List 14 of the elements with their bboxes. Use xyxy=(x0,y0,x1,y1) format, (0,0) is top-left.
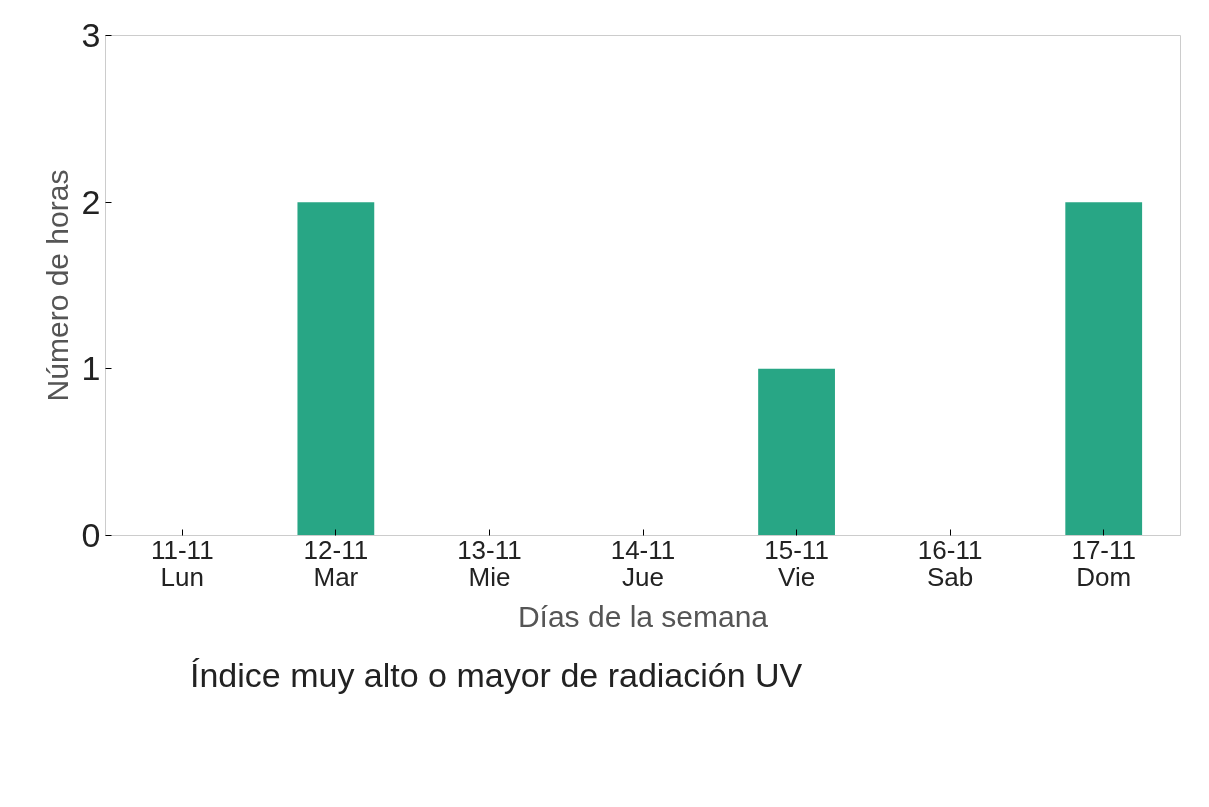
text: Índice muy alto o mayor de radiación UV xyxy=(190,655,803,695)
category-label: 17-11 Dom xyxy=(1071,534,1137,592)
y-tick-label: 1 xyxy=(81,349,101,388)
category-label: 16-11 Sab xyxy=(917,534,983,592)
category-label: 12-11 Mar xyxy=(303,534,369,592)
category-label: 15-11 Vie xyxy=(764,534,829,592)
y-tick-label: 3 xyxy=(81,16,101,54)
y-tick-label: 0 xyxy=(81,516,101,554)
y-tick-label: 2 xyxy=(81,182,101,221)
y-axis-title: Número de horas xyxy=(40,169,74,402)
category-label: 14-11 Jue xyxy=(610,534,676,592)
category-label: 13-11 Mie xyxy=(457,534,522,592)
category-label: 11-11 Lun xyxy=(150,534,214,592)
x-axis-title: Días de la semana xyxy=(517,599,769,633)
